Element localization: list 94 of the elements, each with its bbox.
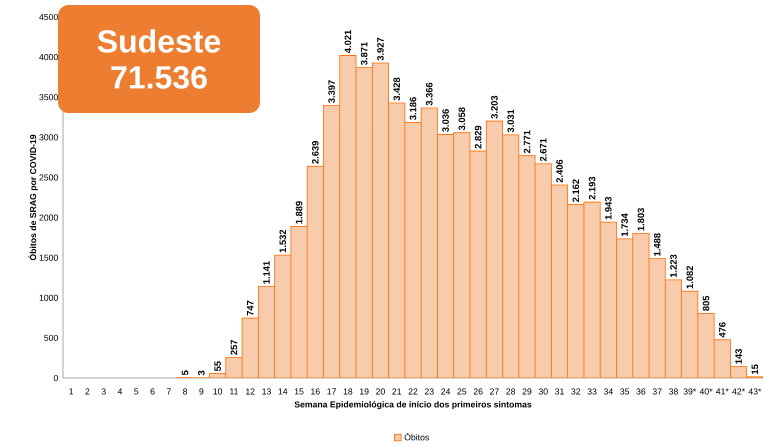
x-tick-label: 38	[668, 388, 678, 395]
y-tick-label: 1000	[40, 294, 58, 301]
x-tick-label: 17	[327, 388, 336, 394]
data-label: 55	[214, 361, 221, 372]
x-tick-label: 35	[620, 388, 630, 395]
x-tick-label: 7	[166, 388, 171, 394]
x-tick-label: 2	[85, 388, 90, 394]
y-tick-label: 2500	[39, 174, 58, 181]
x-tick-label: 16	[311, 388, 320, 395]
data-label: 3.397	[328, 80, 335, 104]
x-tick-label: 33	[588, 388, 596, 395]
data-label: 1.943	[605, 196, 612, 220]
x-tick-label: 21	[392, 388, 402, 394]
data-label: 2.193	[588, 176, 596, 200]
data-label: 1.082	[686, 266, 694, 288]
y-axis-title: Óbitos de SRAG por COVID-19	[28, 134, 38, 260]
x-tick-label: 9	[199, 388, 204, 395]
x-tick-label: 37	[652, 388, 662, 395]
x-tick-label: 34	[604, 388, 613, 395]
y-tick-label: 0	[54, 374, 58, 382]
data-label: 2.162	[572, 179, 580, 202]
data-label: 1.488	[654, 233, 660, 256]
data-label: 3.927	[377, 38, 384, 60]
data-label: 747	[247, 300, 254, 316]
data-label: 1.734	[621, 213, 628, 236]
data-label: 15	[752, 364, 758, 374]
data-label: 3.031	[507, 109, 514, 132]
data-label: 3.428	[393, 78, 400, 101]
y-tick-label: 3000	[39, 134, 58, 140]
x-tick-label: 36	[636, 388, 646, 395]
x-tick-label: 41*	[716, 388, 729, 394]
x-tick-label: 12	[246, 388, 255, 394]
data-label: 1.223	[670, 254, 677, 278]
x-tick-label: 15	[294, 388, 304, 394]
data-label: 3.366	[426, 82, 433, 106]
data-label: 2.406	[556, 160, 563, 182]
y-tick-label: 4000	[39, 54, 58, 60]
data-label: 3.871	[360, 42, 368, 65]
x-tick-label: 43*	[748, 388, 762, 395]
data-label: 1.532	[279, 230, 286, 252]
x-tick-label: 6	[150, 388, 155, 395]
x-tick-label: 25	[457, 388, 466, 395]
data-label: 3.036	[442, 109, 449, 132]
x-tick-label: 28	[506, 388, 516, 395]
text: 71.536	[111, 66, 207, 89]
x-tick-label: 11	[230, 388, 238, 394]
data-label: 1.889	[296, 201, 302, 224]
data-label: 3.186	[410, 97, 416, 120]
data-label: 257	[230, 340, 238, 355]
y-tick-label: 4500	[39, 14, 58, 20]
legend-label: Óbitos	[404, 432, 429, 440]
x-tick-label: 3	[102, 388, 106, 395]
x-tick-label: 24	[441, 388, 450, 394]
data-label: 2.639	[312, 141, 319, 164]
x-tick-label: 29	[522, 388, 532, 395]
x-tick-label: 23	[424, 388, 434, 395]
chart-title: Sudeste	[98, 29, 220, 53]
data-label: 3	[198, 370, 205, 376]
x-tick-label: 13	[262, 388, 271, 395]
x-axis-title: Semana Epidemiológica de início dos primeiros sintomas	[294, 401, 532, 410]
x-tick-label: 31	[555, 388, 564, 395]
x-tick-label: 22	[408, 388, 418, 394]
x-tick-label: 20	[376, 388, 385, 395]
data-label: 2.671	[540, 138, 547, 162]
x-tick-label: 39*	[684, 388, 696, 395]
data-label: 3.058	[458, 107, 466, 130]
x-tick-label: 14	[278, 388, 288, 394]
y-tick-label: 3500	[39, 94, 58, 100]
x-tick-label: 40*	[700, 388, 712, 395]
data-label: 2.829	[474, 126, 482, 148]
x-tick-label: 5	[134, 388, 138, 394]
data-label: 4.021	[344, 30, 352, 54]
y-tick-label: 2000	[39, 214, 58, 221]
x-tick-label: 8	[183, 388, 188, 395]
data-label: 476	[719, 322, 726, 338]
x-tick-label: 19	[360, 388, 369, 395]
data-label: 805	[702, 296, 710, 311]
x-tick-label: 30	[538, 388, 548, 395]
data-label: 1.803	[638, 208, 644, 231]
y-tick-label: 1500	[40, 254, 58, 261]
data-label: 5	[182, 370, 188, 376]
x-tick-label: 32	[571, 388, 580, 395]
x-tick-label: 18	[344, 388, 352, 395]
x-tick-label: 4	[118, 388, 122, 394]
data-label: 143	[735, 349, 742, 364]
data-label: 1.141	[263, 261, 270, 284]
x-tick-label: 10	[214, 388, 222, 395]
data-label: 3.203	[491, 96, 498, 119]
x-tick-label: 27	[490, 388, 499, 394]
y-tick-label: 500	[44, 334, 58, 341]
data-label: 2.771	[524, 130, 530, 154]
x-tick-label: 1	[69, 388, 74, 394]
x-tick-label: 42*	[732, 388, 745, 394]
x-tick-label: 26	[474, 388, 483, 395]
